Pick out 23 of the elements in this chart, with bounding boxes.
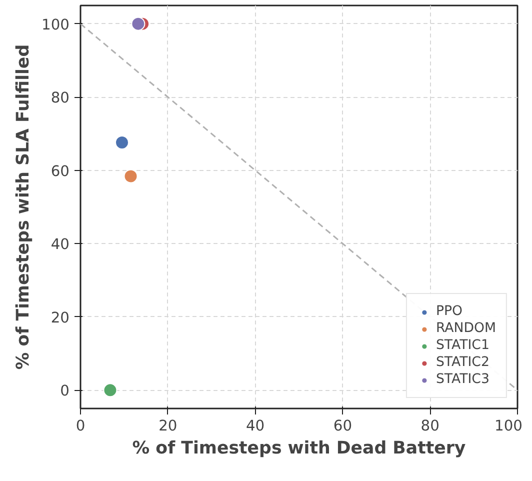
point xyxy=(115,136,130,150)
x-tick-label: 60 xyxy=(333,418,352,434)
point xyxy=(124,169,138,184)
point xyxy=(103,383,118,398)
x-tick-label: 40 xyxy=(246,418,265,434)
legend-label: STATIC1 xyxy=(436,338,490,353)
y-tick-label: 20 xyxy=(50,309,70,326)
y-tick-label: 60 xyxy=(50,162,70,180)
y-tick-label: 100 xyxy=(42,16,70,34)
x-tick-label: 100 xyxy=(494,418,523,434)
y-tick-label: 0 xyxy=(60,382,70,400)
legend-label: PPO xyxy=(436,304,463,319)
legend-label: STATIC3 xyxy=(436,372,490,387)
x-tick-label: 20 xyxy=(158,418,178,434)
y-tick-label: 80 xyxy=(50,90,70,107)
y-tick-label: 40 xyxy=(50,236,70,254)
x-axis-title: % of Timesteps with Dead Battery xyxy=(132,438,466,458)
x-tick-label: 80 xyxy=(420,418,440,434)
legend-label: STATIC2 xyxy=(436,355,490,370)
point xyxy=(131,16,146,31)
x-tick-label: 0 xyxy=(76,418,86,434)
legend-label: RANDOM xyxy=(436,321,496,336)
y-axis-title: % of Timesteps with SLA Fulfilled xyxy=(14,44,34,370)
